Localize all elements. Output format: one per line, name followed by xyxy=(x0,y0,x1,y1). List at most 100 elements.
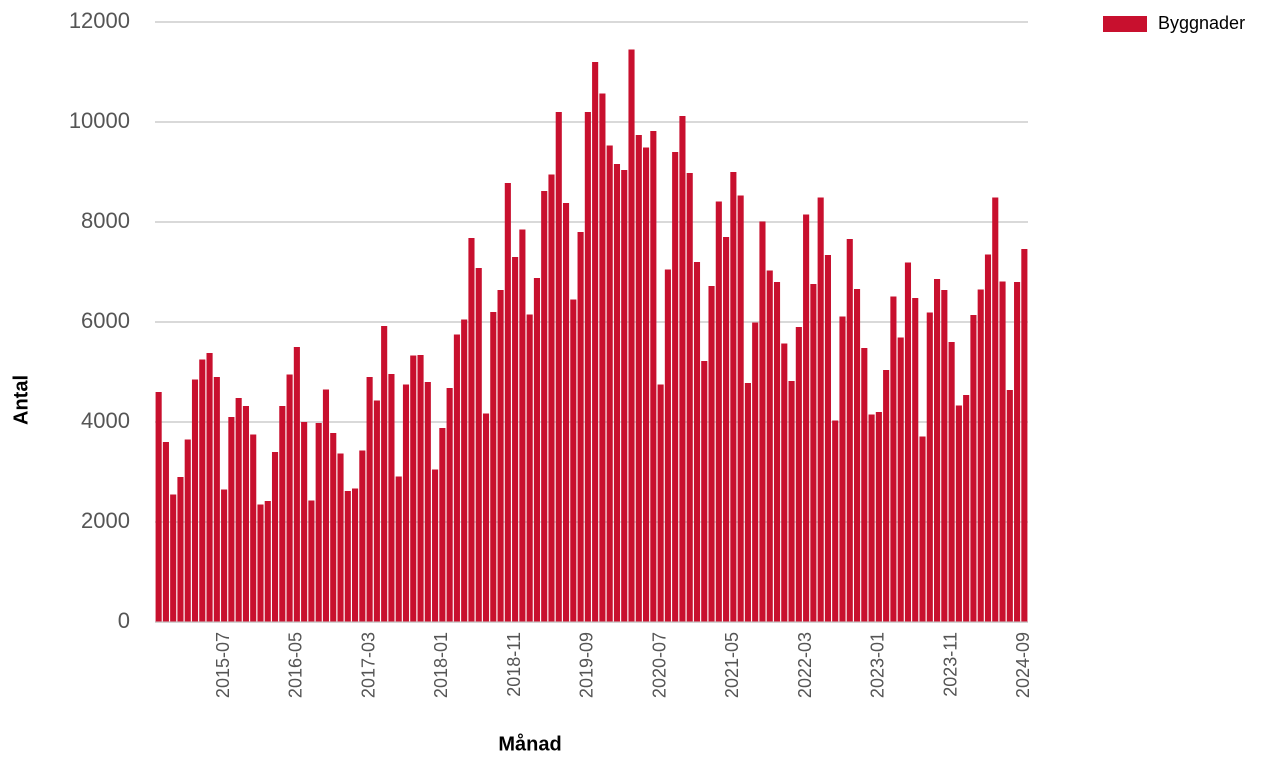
bar xyxy=(846,239,853,622)
x-tick-label: 2015-07 xyxy=(213,632,233,698)
bar xyxy=(955,405,962,622)
x-tick-label: 2018-01 xyxy=(431,632,451,698)
bar xyxy=(723,237,730,622)
bar xyxy=(839,316,846,622)
bar xyxy=(315,423,322,622)
bar xyxy=(803,214,810,622)
bar xyxy=(599,93,606,622)
bar xyxy=(475,268,482,622)
x-tick-label: 2023-11 xyxy=(940,632,960,697)
bar xyxy=(417,355,424,622)
bar xyxy=(643,147,650,622)
bar xyxy=(388,374,395,622)
bar xyxy=(555,112,562,622)
bar xyxy=(330,433,337,622)
bar xyxy=(461,319,468,622)
y-tick-label: 6000 xyxy=(81,308,130,333)
bar xyxy=(490,312,497,622)
bar xyxy=(715,201,722,622)
bar xyxy=(773,282,781,622)
bar xyxy=(737,195,744,622)
bar xyxy=(366,377,373,622)
y-tick-label: 2000 xyxy=(81,508,130,533)
bar xyxy=(730,172,737,622)
bar xyxy=(242,406,249,622)
bar xyxy=(162,442,169,622)
bar xyxy=(504,183,511,622)
bar xyxy=(963,395,970,622)
bar xyxy=(810,284,817,622)
bar xyxy=(395,476,402,622)
bar xyxy=(453,334,460,622)
bar xyxy=(1014,282,1021,622)
bar xyxy=(708,286,715,622)
bar xyxy=(206,353,213,622)
bar xyxy=(446,388,453,622)
bar xyxy=(832,420,839,622)
bar xyxy=(657,384,664,622)
bar xyxy=(686,173,693,622)
x-tick-label: 2021-05 xyxy=(722,632,742,698)
x-axis-title: Månad xyxy=(498,732,561,755)
bar xyxy=(977,289,984,622)
legend-label: Byggnader xyxy=(1158,13,1245,33)
bar xyxy=(410,355,417,622)
bar xyxy=(766,270,773,622)
bar xyxy=(853,289,861,622)
bar xyxy=(984,254,992,622)
bar xyxy=(548,174,555,622)
bar xyxy=(439,428,446,622)
legend-swatch xyxy=(1103,16,1147,32)
bar xyxy=(897,337,904,622)
bar xyxy=(213,377,220,622)
bar xyxy=(679,116,686,622)
bar xyxy=(584,112,591,622)
x-tick-label: 2018-11 xyxy=(504,632,524,697)
bar xyxy=(904,262,912,622)
x-tick-label: 2019-09 xyxy=(577,632,597,698)
bar xyxy=(271,452,279,622)
x-tick-label: 2016-05 xyxy=(286,632,306,698)
bar xyxy=(432,469,439,622)
bar xyxy=(570,299,577,622)
bar xyxy=(824,255,831,622)
bar xyxy=(359,450,366,622)
bar xyxy=(199,359,206,622)
bar xyxy=(533,278,540,622)
bar xyxy=(592,62,599,622)
bar xyxy=(621,170,628,622)
x-tick-label: 2024-09 xyxy=(1013,632,1033,698)
bar xyxy=(744,383,751,622)
bar xyxy=(919,436,926,622)
bar xyxy=(664,269,671,622)
bar xyxy=(562,203,570,622)
bar xyxy=(170,494,177,622)
bar xyxy=(352,488,359,622)
bar xyxy=(286,374,293,622)
bar xyxy=(992,197,999,622)
bar xyxy=(221,489,228,622)
bar xyxy=(672,152,679,622)
bar xyxy=(424,382,431,622)
bar xyxy=(861,348,868,622)
y-tick-label: 0 xyxy=(118,608,130,633)
bar xyxy=(650,131,657,622)
bar xyxy=(482,413,490,622)
bar xyxy=(795,327,802,622)
bar xyxy=(1006,390,1013,622)
y-tick-label: 4000 xyxy=(81,408,130,433)
bar xyxy=(941,290,948,622)
bar xyxy=(322,389,330,622)
bar xyxy=(177,477,184,622)
bar xyxy=(279,406,286,622)
bar xyxy=(752,322,759,622)
bar xyxy=(890,296,897,622)
bar xyxy=(497,290,504,622)
bar xyxy=(402,384,410,622)
bar xyxy=(264,501,271,622)
y-axis-title: Antal xyxy=(10,375,32,425)
bar xyxy=(512,257,519,622)
bar xyxy=(788,381,795,622)
bar xyxy=(308,500,315,622)
